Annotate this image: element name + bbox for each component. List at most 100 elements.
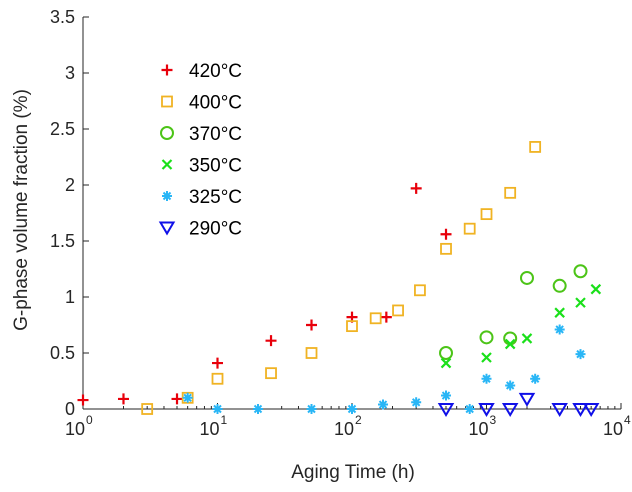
data-point xyxy=(439,346,454,360)
data-point xyxy=(582,403,600,417)
data-point xyxy=(141,403,154,415)
x-tick-base: 10 xyxy=(65,419,85,439)
series-1 xyxy=(141,141,542,415)
data-point xyxy=(252,404,263,414)
y-axis-label: G-phase volume fraction (%) xyxy=(11,89,32,331)
data-point xyxy=(347,404,357,414)
data-point xyxy=(478,403,495,417)
x-tick-base: 10 xyxy=(603,419,623,439)
legend-item: 400°C xyxy=(161,93,242,114)
data-point xyxy=(440,242,452,255)
series-5 xyxy=(437,392,600,417)
series-2 xyxy=(439,264,588,360)
x-tick-label: 10 4 xyxy=(603,413,631,439)
data-point xyxy=(529,141,542,153)
data-point xyxy=(440,228,452,240)
data-point xyxy=(212,404,223,414)
data-point xyxy=(573,264,588,279)
data-point xyxy=(411,397,422,408)
data-point xyxy=(211,372,224,385)
legend-item: 420°C xyxy=(161,61,242,82)
data-point xyxy=(575,297,586,308)
legend-marker xyxy=(162,191,172,201)
data-point xyxy=(305,347,318,359)
data-point xyxy=(479,330,494,345)
data-point xyxy=(519,270,534,285)
x-axis-label: Aging Time (h) xyxy=(291,462,415,483)
y-tick-label: 1.5 xyxy=(50,231,75,251)
data-point xyxy=(505,380,516,391)
y-tick-label: 1 xyxy=(65,287,75,307)
x-tick-exponent: 1 xyxy=(221,413,228,427)
data-point xyxy=(77,394,89,406)
data-point xyxy=(518,392,536,407)
legend-item: 290°C xyxy=(158,219,242,240)
x-tick-base: 10 xyxy=(334,419,354,439)
x-tick-exponent: 4 xyxy=(624,413,631,427)
data-point xyxy=(441,390,452,401)
legend-label: 400°C xyxy=(189,93,242,114)
x-tick-base: 10 xyxy=(199,419,219,439)
data-point xyxy=(463,222,476,235)
data-point xyxy=(590,283,602,295)
data-point xyxy=(551,403,568,417)
legend-marker xyxy=(161,159,173,170)
data-point xyxy=(552,278,567,293)
data-point xyxy=(346,320,358,333)
legend-item: 350°C xyxy=(161,156,242,177)
series-0 xyxy=(77,182,452,406)
y-tick-label: 2.5 xyxy=(50,119,75,139)
y-tick-label: 0.5 xyxy=(50,343,75,363)
series-4 xyxy=(182,324,586,414)
data-point xyxy=(481,352,492,363)
data-point xyxy=(265,367,277,380)
x-tick-label: 10 3 xyxy=(468,413,496,439)
data-point xyxy=(464,404,475,414)
data-point xyxy=(377,399,388,410)
data-point xyxy=(380,311,392,323)
x-tick-label: 10 1 xyxy=(199,413,227,439)
x-tick-base: 10 xyxy=(468,419,488,439)
y-tick-label: 3.5 xyxy=(50,7,75,27)
data-point xyxy=(521,333,533,344)
data-point xyxy=(530,373,541,384)
x-tick-exponent: 2 xyxy=(355,413,362,427)
legend-marker xyxy=(161,95,173,108)
data-point xyxy=(437,403,455,417)
data-point xyxy=(554,307,565,318)
data-point xyxy=(306,319,318,331)
legend-label: 370°C xyxy=(189,124,242,145)
data-point xyxy=(369,312,382,325)
data-point xyxy=(501,403,519,417)
data-point xyxy=(572,403,589,417)
data-marks xyxy=(77,141,602,417)
data-point xyxy=(440,357,452,369)
x-tick-exponent: 3 xyxy=(490,413,497,427)
series-3 xyxy=(440,283,602,369)
x-tick-label: 10 0 xyxy=(65,413,93,439)
data-point xyxy=(392,304,404,317)
legend-marker xyxy=(160,126,174,140)
legend-label: 290°C xyxy=(189,219,242,240)
legend-label: 350°C xyxy=(189,156,242,177)
data-point xyxy=(554,324,565,335)
data-point xyxy=(117,393,129,405)
data-point xyxy=(171,393,183,405)
y-tick-label: 3 xyxy=(65,63,75,83)
legend-item: 370°C xyxy=(160,124,242,145)
x-tick-label: 10 2 xyxy=(334,413,362,439)
data-point xyxy=(265,335,277,347)
legend: 420°C 400°C 370°C 350°C 325°C 290°C xyxy=(158,61,242,240)
data-point xyxy=(410,182,422,194)
legend-label: 420°C xyxy=(189,61,242,82)
legend-item: 325°C xyxy=(162,187,242,208)
data-point xyxy=(414,284,426,297)
legend-marker xyxy=(158,221,176,236)
y-tick-label: 2 xyxy=(65,175,75,195)
data-point xyxy=(504,338,516,350)
axes: 00.511.522.533.510 0 10 1 10 2 10 3 10 4 xyxy=(50,7,631,439)
x-tick-exponent: 0 xyxy=(86,413,93,427)
data-point xyxy=(212,357,223,369)
y-tick-label: 0 xyxy=(65,399,75,419)
